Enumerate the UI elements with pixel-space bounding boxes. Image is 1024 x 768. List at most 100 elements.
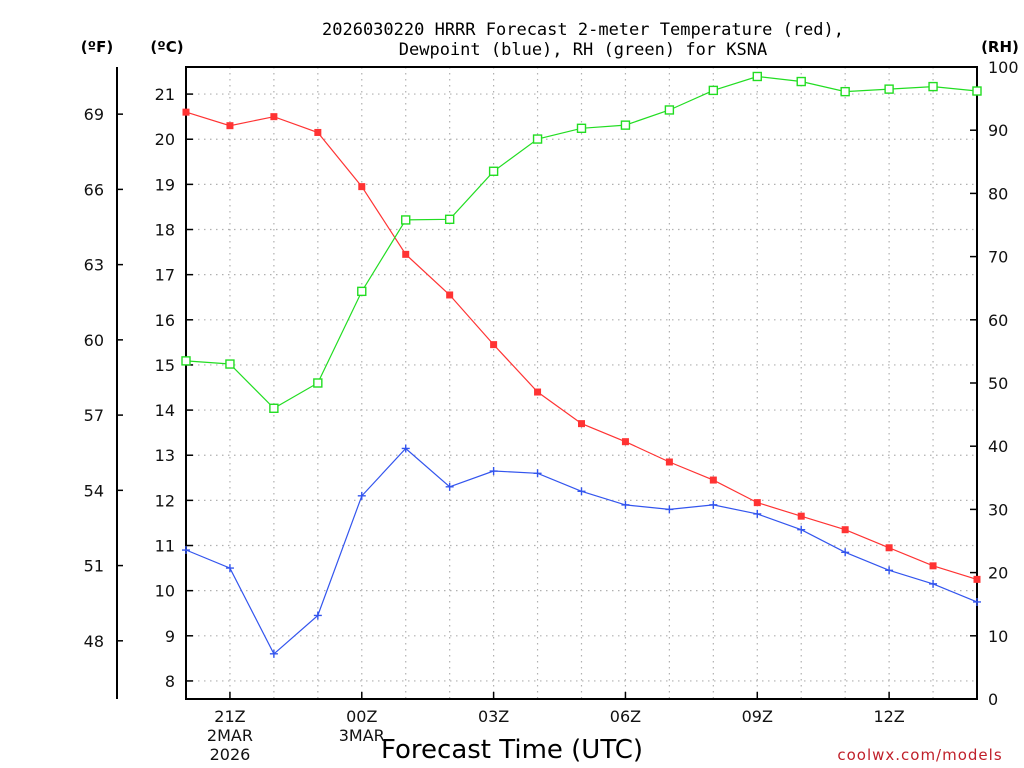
celsius-axis-unit: (ºC) <box>150 38 183 56</box>
temperature-point <box>929 562 937 570</box>
credit-watermark: coolwx.com/models <box>837 746 1002 764</box>
celsius-tick-label: 20 <box>155 130 175 149</box>
temperature-point <box>841 526 849 534</box>
temperature-point <box>402 250 410 258</box>
fahrenheit-tick-label: 63 <box>84 256 104 275</box>
chart-title-line1: 2026030220 HRRR Forecast 2-meter Tempera… <box>322 20 844 40</box>
temperature-point <box>490 341 498 349</box>
temperature-point <box>665 458 673 466</box>
rh-tick-label: 70 <box>988 248 1008 267</box>
x-tick-label: 21Z <box>214 707 245 726</box>
dewpoint-point <box>753 509 762 518</box>
celsius-tick-label: 19 <box>155 175 175 194</box>
x-tick-label: 00Z <box>346 707 377 726</box>
rh-point <box>972 86 982 96</box>
rh-tick-label: 30 <box>988 500 1008 519</box>
rh-point <box>488 166 499 176</box>
dewpoint-point <box>929 579 938 588</box>
rh-tick-label: 80 <box>988 184 1008 203</box>
rh-tick-label: 10 <box>988 627 1008 646</box>
temperature-point <box>797 512 805 520</box>
rh-tick-label: 90 <box>988 121 1008 140</box>
rh-tick-label: 0 <box>988 690 998 709</box>
dewpoint-point <box>445 482 454 491</box>
x-axis-label: Forecast Time (UTC) <box>381 735 643 765</box>
rh-point <box>444 214 455 225</box>
celsius-tick-label: 18 <box>155 221 175 240</box>
fahrenheit-axis-unit: (ºF) <box>81 38 113 56</box>
plot-frame <box>185 66 978 700</box>
temperature-point <box>534 388 542 396</box>
rh-point <box>752 71 762 82</box>
rh-point <box>269 403 279 413</box>
dewpoint-point <box>841 548 850 557</box>
rh-point <box>620 120 631 130</box>
rh-point <box>928 81 938 92</box>
dewpoint-point <box>489 467 498 476</box>
fahrenheit-tick-label: 69 <box>84 105 104 124</box>
x-tick-label: 09Z <box>742 707 773 726</box>
rh-point <box>664 105 675 115</box>
rh-tick-label: 100 <box>988 58 1019 77</box>
rh-point <box>313 378 323 388</box>
axes: 8 9 10 11 12 13 14 15 16 17 18 19 20 21 48 51 54 57 60 63 66… <box>84 58 1019 764</box>
dewpoint-point <box>621 500 630 509</box>
rh-tick-label: 40 <box>988 437 1008 456</box>
dewpoint-point <box>885 566 894 575</box>
dewpoint-point <box>313 611 322 620</box>
celsius-tick-label: 16 <box>155 311 175 330</box>
rh-point <box>532 134 543 144</box>
temperature-point <box>885 544 893 552</box>
celsius-tick-label: 10 <box>155 582 175 601</box>
celsius-tick-label: 15 <box>155 356 175 375</box>
rh-point <box>884 84 894 94</box>
rh-point <box>708 85 719 96</box>
dewpoint-point <box>182 546 190 555</box>
celsius-tick-label: 13 <box>155 446 175 465</box>
rh-point <box>576 123 587 134</box>
rh-tick-label: 60 <box>988 311 1008 330</box>
rh-point <box>840 86 850 97</box>
fahrenheit-tick-label: 48 <box>84 632 104 651</box>
dewpoint-point <box>357 491 366 500</box>
temperature-point <box>578 420 585 428</box>
celsius-tick-label: 17 <box>155 266 175 285</box>
celsius-tick-label: 12 <box>155 491 175 510</box>
celsius-tick-label: 8 <box>165 672 175 691</box>
x-tick-label: 06Z <box>610 707 641 726</box>
temperature-point <box>358 183 366 191</box>
rh-point <box>357 286 367 297</box>
fahrenheit-tick-label: 51 <box>84 557 104 576</box>
x-tick-label: 2MAR <box>207 726 253 745</box>
dewpoint-point <box>665 505 674 514</box>
temperature-point <box>621 438 629 446</box>
temperature-point <box>709 476 717 484</box>
rh-point <box>225 359 235 369</box>
chart-title-line2: Dewpoint (blue), RH (green) for KSNA <box>399 40 767 60</box>
temperature-point <box>973 575 981 583</box>
x-tick-label: 2026 <box>210 745 251 764</box>
rh-point <box>796 76 806 87</box>
celsius-tick-label: 14 <box>155 401 175 420</box>
series-layer <box>181 71 982 658</box>
dewpoint-line <box>185 447 978 655</box>
dewpoint-point <box>709 500 718 509</box>
fahrenheit-tick-label: 60 <box>84 331 104 350</box>
dewpoint-point <box>401 444 410 453</box>
temperature-point <box>270 113 278 121</box>
dewpoint-point <box>269 649 278 658</box>
rh-tick-label: 20 <box>988 564 1008 583</box>
celsius-tick-label: 9 <box>165 627 175 646</box>
x-tick-label: 03Z <box>478 707 509 726</box>
temperature-point <box>753 499 761 507</box>
fahrenheit-tick-label: 54 <box>84 481 104 500</box>
rh-point <box>181 356 191 366</box>
x-tick-label: 12Z <box>873 707 904 726</box>
celsius-tick-label: 11 <box>155 537 175 556</box>
dewpoint-point <box>225 564 234 573</box>
temperature-point <box>314 128 322 136</box>
fahrenheit-tick-label: 66 <box>84 180 104 199</box>
x-tick-label: 3MAR <box>339 726 385 745</box>
dewpoint-point <box>577 487 586 496</box>
